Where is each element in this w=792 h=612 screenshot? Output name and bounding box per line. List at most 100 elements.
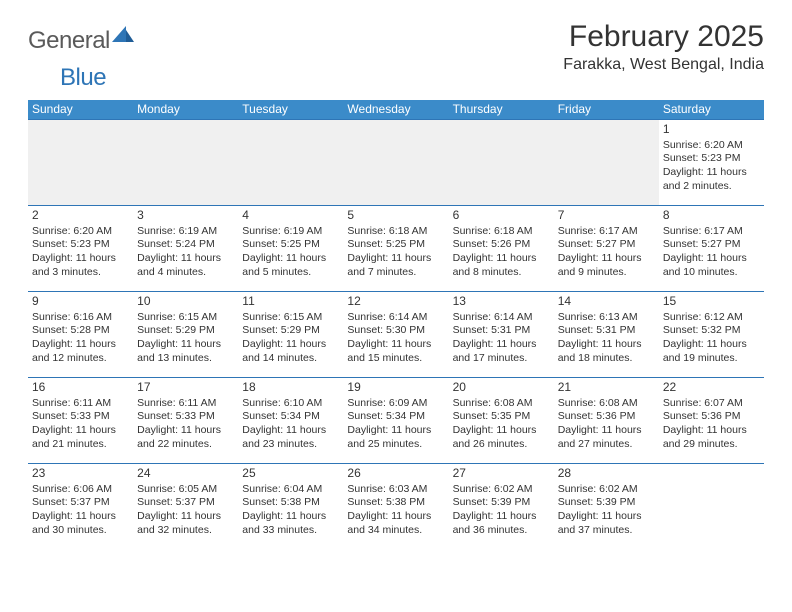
daylight-text: Daylight: 11 hours (242, 338, 339, 352)
day-number: 25 (242, 466, 339, 482)
empty-day-cell (343, 120, 448, 205)
sunset-text: Sunset: 5:29 PM (137, 324, 234, 338)
day-number: 7 (558, 208, 655, 224)
weekday-header-row: Sunday Monday Tuesday Wednesday Thursday… (28, 100, 764, 119)
daylight-text: and 25 minutes. (347, 438, 444, 452)
sunrise-text: Sunrise: 6:07 AM (663, 397, 760, 411)
day-number: 26 (347, 466, 444, 482)
sunset-text: Sunset: 5:33 PM (32, 410, 129, 424)
daylight-text: and 4 minutes. (137, 266, 234, 280)
week-row: 23Sunrise: 6:06 AMSunset: 5:37 PMDayligh… (28, 463, 764, 549)
daylight-text: Daylight: 11 hours (242, 510, 339, 524)
day-number: 10 (137, 294, 234, 310)
daylight-text: and 34 minutes. (347, 524, 444, 538)
daylight-text: Daylight: 11 hours (137, 252, 234, 266)
sunset-text: Sunset: 5:28 PM (32, 324, 129, 338)
daylight-text: Daylight: 11 hours (32, 252, 129, 266)
day-cell: 5Sunrise: 6:18 AMSunset: 5:25 PMDaylight… (343, 206, 448, 291)
day-cell: 10Sunrise: 6:15 AMSunset: 5:29 PMDayligh… (133, 292, 238, 377)
day-number: 22 (663, 380, 760, 396)
day-number: 12 (347, 294, 444, 310)
sunset-text: Sunset: 5:31 PM (453, 324, 550, 338)
day-number: 17 (137, 380, 234, 396)
sunrise-text: Sunrise: 6:19 AM (242, 225, 339, 239)
day-cell: 8Sunrise: 6:17 AMSunset: 5:27 PMDaylight… (659, 206, 764, 291)
daylight-text: and 5 minutes. (242, 266, 339, 280)
daylight-text: Daylight: 11 hours (558, 424, 655, 438)
weeks-container: 1Sunrise: 6:20 AMSunset: 5:23 PMDaylight… (28, 119, 764, 549)
sunrise-text: Sunrise: 6:20 AM (32, 225, 129, 239)
daylight-text: Daylight: 11 hours (663, 252, 760, 266)
day-number: 13 (453, 294, 550, 310)
sunset-text: Sunset: 5:34 PM (242, 410, 339, 424)
daylight-text: Daylight: 11 hours (453, 424, 550, 438)
daylight-text: and 3 minutes. (32, 266, 129, 280)
day-cell: 9Sunrise: 6:16 AMSunset: 5:28 PMDaylight… (28, 292, 133, 377)
sunrise-text: Sunrise: 6:06 AM (32, 483, 129, 497)
day-number: 9 (32, 294, 129, 310)
daylight-text: and 36 minutes. (453, 524, 550, 538)
daylight-text: and 7 minutes. (347, 266, 444, 280)
day-number: 14 (558, 294, 655, 310)
sunset-text: Sunset: 5:23 PM (32, 238, 129, 252)
empty-day-cell (28, 120, 133, 205)
day-number: 28 (558, 466, 655, 482)
daylight-text: and 27 minutes. (558, 438, 655, 452)
sunset-text: Sunset: 5:29 PM (242, 324, 339, 338)
sunset-text: Sunset: 5:27 PM (663, 238, 760, 252)
sunset-text: Sunset: 5:38 PM (242, 496, 339, 510)
empty-day-cell (659, 464, 764, 549)
sunset-text: Sunset: 5:33 PM (137, 410, 234, 424)
sunrise-text: Sunrise: 6:09 AM (347, 397, 444, 411)
day-cell: 23Sunrise: 6:06 AMSunset: 5:37 PMDayligh… (28, 464, 133, 549)
sunset-text: Sunset: 5:26 PM (453, 238, 550, 252)
calendar-grid: Sunday Monday Tuesday Wednesday Thursday… (28, 100, 764, 549)
title-block: February 2025 Farakka, West Bengal, Indi… (563, 20, 764, 74)
empty-day-cell (449, 120, 554, 205)
sunset-text: Sunset: 5:37 PM (32, 496, 129, 510)
daylight-text: Daylight: 11 hours (453, 252, 550, 266)
day-cell: 2Sunrise: 6:20 AMSunset: 5:23 PMDaylight… (28, 206, 133, 291)
sunrise-text: Sunrise: 6:12 AM (663, 311, 760, 325)
day-number: 24 (137, 466, 234, 482)
daylight-text: Daylight: 11 hours (137, 338, 234, 352)
daylight-text: Daylight: 11 hours (347, 252, 444, 266)
day-cell: 28Sunrise: 6:02 AMSunset: 5:39 PMDayligh… (554, 464, 659, 549)
day-cell: 18Sunrise: 6:10 AMSunset: 5:34 PMDayligh… (238, 378, 343, 463)
day-cell: 19Sunrise: 6:09 AMSunset: 5:34 PMDayligh… (343, 378, 448, 463)
logo-text-blue: Blue (60, 64, 106, 92)
triangle-icon (112, 26, 134, 47)
sunset-text: Sunset: 5:23 PM (663, 152, 760, 166)
day-cell: 14Sunrise: 6:13 AMSunset: 5:31 PMDayligh… (554, 292, 659, 377)
sunrise-text: Sunrise: 6:16 AM (32, 311, 129, 325)
day-number: 5 (347, 208, 444, 224)
sunrise-text: Sunrise: 6:10 AM (242, 397, 339, 411)
day-cell: 20Sunrise: 6:08 AMSunset: 5:35 PMDayligh… (449, 378, 554, 463)
day-number: 18 (242, 380, 339, 396)
day-number: 21 (558, 380, 655, 396)
weekday-monday: Monday (133, 100, 238, 119)
day-cell: 16Sunrise: 6:11 AMSunset: 5:33 PMDayligh… (28, 378, 133, 463)
weekday-friday: Friday (554, 100, 659, 119)
daylight-text: Daylight: 11 hours (347, 338, 444, 352)
daylight-text: Daylight: 11 hours (137, 424, 234, 438)
daylight-text: Daylight: 11 hours (32, 338, 129, 352)
week-row: 1Sunrise: 6:20 AMSunset: 5:23 PMDaylight… (28, 119, 764, 205)
weekday-tuesday: Tuesday (238, 100, 343, 119)
location: Farakka, West Bengal, India (563, 56, 764, 74)
day-number: 3 (137, 208, 234, 224)
daylight-text: Daylight: 11 hours (663, 338, 760, 352)
daylight-text: and 19 minutes. (663, 352, 760, 366)
day-cell: 7Sunrise: 6:17 AMSunset: 5:27 PMDaylight… (554, 206, 659, 291)
sunrise-text: Sunrise: 6:11 AM (32, 397, 129, 411)
day-number: 6 (453, 208, 550, 224)
daylight-text: Daylight: 11 hours (663, 166, 760, 180)
sunrise-text: Sunrise: 6:02 AM (453, 483, 550, 497)
week-row: 9Sunrise: 6:16 AMSunset: 5:28 PMDaylight… (28, 291, 764, 377)
daylight-text: Daylight: 11 hours (558, 252, 655, 266)
day-number: 15 (663, 294, 760, 310)
daylight-text: and 30 minutes. (32, 524, 129, 538)
daylight-text: and 21 minutes. (32, 438, 129, 452)
day-cell: 15Sunrise: 6:12 AMSunset: 5:32 PMDayligh… (659, 292, 764, 377)
day-number: 16 (32, 380, 129, 396)
